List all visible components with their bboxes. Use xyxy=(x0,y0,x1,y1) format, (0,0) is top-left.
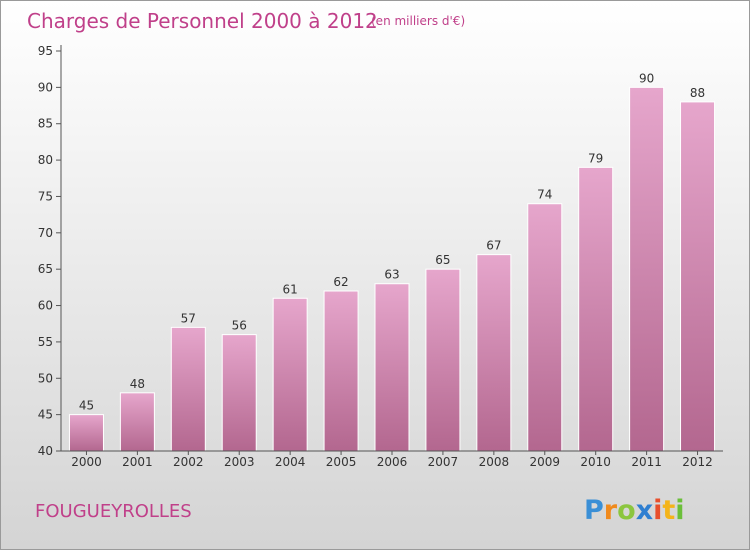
x-tick-label-2010: 2010 xyxy=(580,455,611,469)
bar-2000 xyxy=(68,414,104,452)
x-tick-label-2009: 2009 xyxy=(529,455,560,469)
data-label-2000: 45 xyxy=(79,399,94,413)
bar-2007 xyxy=(425,268,461,452)
chart-unit-subtitle: (en milliers d'€) xyxy=(371,14,465,28)
data-label-2012: 88 xyxy=(690,86,705,100)
bar-2004 xyxy=(272,297,308,452)
data-label-2011: 90 xyxy=(639,71,654,85)
y-tick-label-45: 45 xyxy=(38,408,53,422)
chart-title: Charges de Personnel 2000 à 2012 xyxy=(27,9,378,33)
x-tick-label-2007: 2007 xyxy=(428,455,459,469)
x-tick-label-2000: 2000 xyxy=(71,455,102,469)
y-tick-label-55: 55 xyxy=(38,335,53,349)
proxiti-logo: Proxiti xyxy=(584,495,685,526)
bar-2009 xyxy=(527,203,563,452)
y-tick-label-70: 70 xyxy=(38,226,53,240)
data-label-2010: 79 xyxy=(588,151,603,165)
data-label-2001: 48 xyxy=(130,377,145,391)
logo-letter: x xyxy=(636,495,653,526)
commune-name: FOUGUEYROLLES xyxy=(35,501,192,522)
bar-2011 xyxy=(629,86,665,452)
bar-2002 xyxy=(170,326,206,452)
axis-layer: 2000 2001 2002 2003 2004 2005 2006 2007 2008 2009… xyxy=(38,44,723,469)
x-tick-label-2005: 2005 xyxy=(326,455,357,469)
data-label-2004: 61 xyxy=(283,282,298,296)
bar-2001 xyxy=(119,392,155,452)
bar-2005 xyxy=(323,290,359,452)
bars-layer: 45 48 57 56 61 62 63 65 67 74 79 90 88 xyxy=(68,71,716,452)
data-label-2006: 63 xyxy=(384,268,399,282)
bar-2008 xyxy=(476,254,512,452)
logo-letter: o xyxy=(617,495,636,526)
y-tick-label-80: 80 xyxy=(38,153,53,167)
data-label-2007: 65 xyxy=(435,253,450,267)
bar-2006 xyxy=(374,283,410,452)
x-tick-label-2001: 2001 xyxy=(122,455,153,469)
data-label-2002: 57 xyxy=(181,311,196,325)
x-tick-label-2011: 2011 xyxy=(631,455,662,469)
logo-letter: i xyxy=(653,495,662,526)
data-label-2009: 74 xyxy=(537,188,552,202)
y-tick-label-50: 50 xyxy=(38,371,53,385)
x-tick-label-2003: 2003 xyxy=(224,455,255,469)
data-label-2008: 67 xyxy=(486,239,501,253)
x-tick-label-2008: 2008 xyxy=(479,455,510,469)
x-tick-label-2002: 2002 xyxy=(173,455,204,469)
bar-2003 xyxy=(221,334,257,452)
logo-letter: t xyxy=(662,495,675,526)
y-tick-label-75: 75 xyxy=(38,189,53,203)
data-label-2005: 62 xyxy=(333,275,348,289)
bar-2010 xyxy=(578,166,614,452)
y-tick-label-40: 40 xyxy=(38,444,53,458)
y-tick-label-85: 85 xyxy=(38,117,53,131)
y-tick-label-65: 65 xyxy=(38,262,53,276)
y-tick-label-60: 60 xyxy=(38,299,53,313)
y-tick-label-95: 95 xyxy=(38,44,53,58)
x-tick-label-2004: 2004 xyxy=(275,455,306,469)
x-tick-label-2012: 2012 xyxy=(682,455,713,469)
x-tick-label-2006: 2006 xyxy=(377,455,408,469)
bar-2012 xyxy=(680,101,716,452)
logo-letter: r xyxy=(604,495,618,526)
data-label-2003: 56 xyxy=(232,319,247,333)
logo-letter: P xyxy=(584,495,604,526)
y-tick-label-90: 90 xyxy=(38,80,53,94)
logo-letter: i xyxy=(675,495,684,526)
